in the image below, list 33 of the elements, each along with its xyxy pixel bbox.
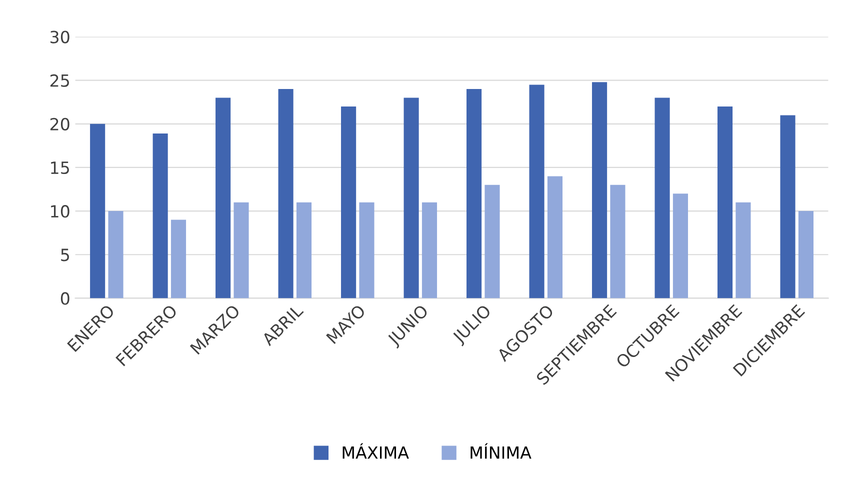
bar [484,184,500,298]
y-tick-label: 10 [51,205,70,218]
bar [341,106,356,298]
bar [780,115,796,298]
bar [672,194,688,298]
bar [547,176,563,298]
bar [529,84,544,298]
bar [296,202,312,298]
y-tick-label: 25 [50,74,69,87]
y-tick-label: 30 [50,30,70,44]
bar [170,220,186,298]
bar [798,211,814,298]
legend-label: MÁXIMA [342,443,409,459]
bar [736,202,751,298]
bar [90,124,106,298]
bar [234,202,249,298]
legend-label: MÍNIMA [470,443,532,459]
bar [152,134,168,298]
bar [216,98,231,298]
bar [610,184,626,298]
bar [422,202,438,298]
bar [108,211,124,298]
bar [717,106,733,298]
bar [278,89,294,298]
bar [404,98,419,298]
bar [359,202,374,298]
y-tick-label: 15 [51,162,69,174]
bar [654,98,670,298]
bar [466,89,482,298]
bar [592,82,608,298]
y-tick-label: 5 [61,248,69,262]
y-tick-label: 20 [50,118,70,130]
y-tick-label: 0 [60,292,70,305]
